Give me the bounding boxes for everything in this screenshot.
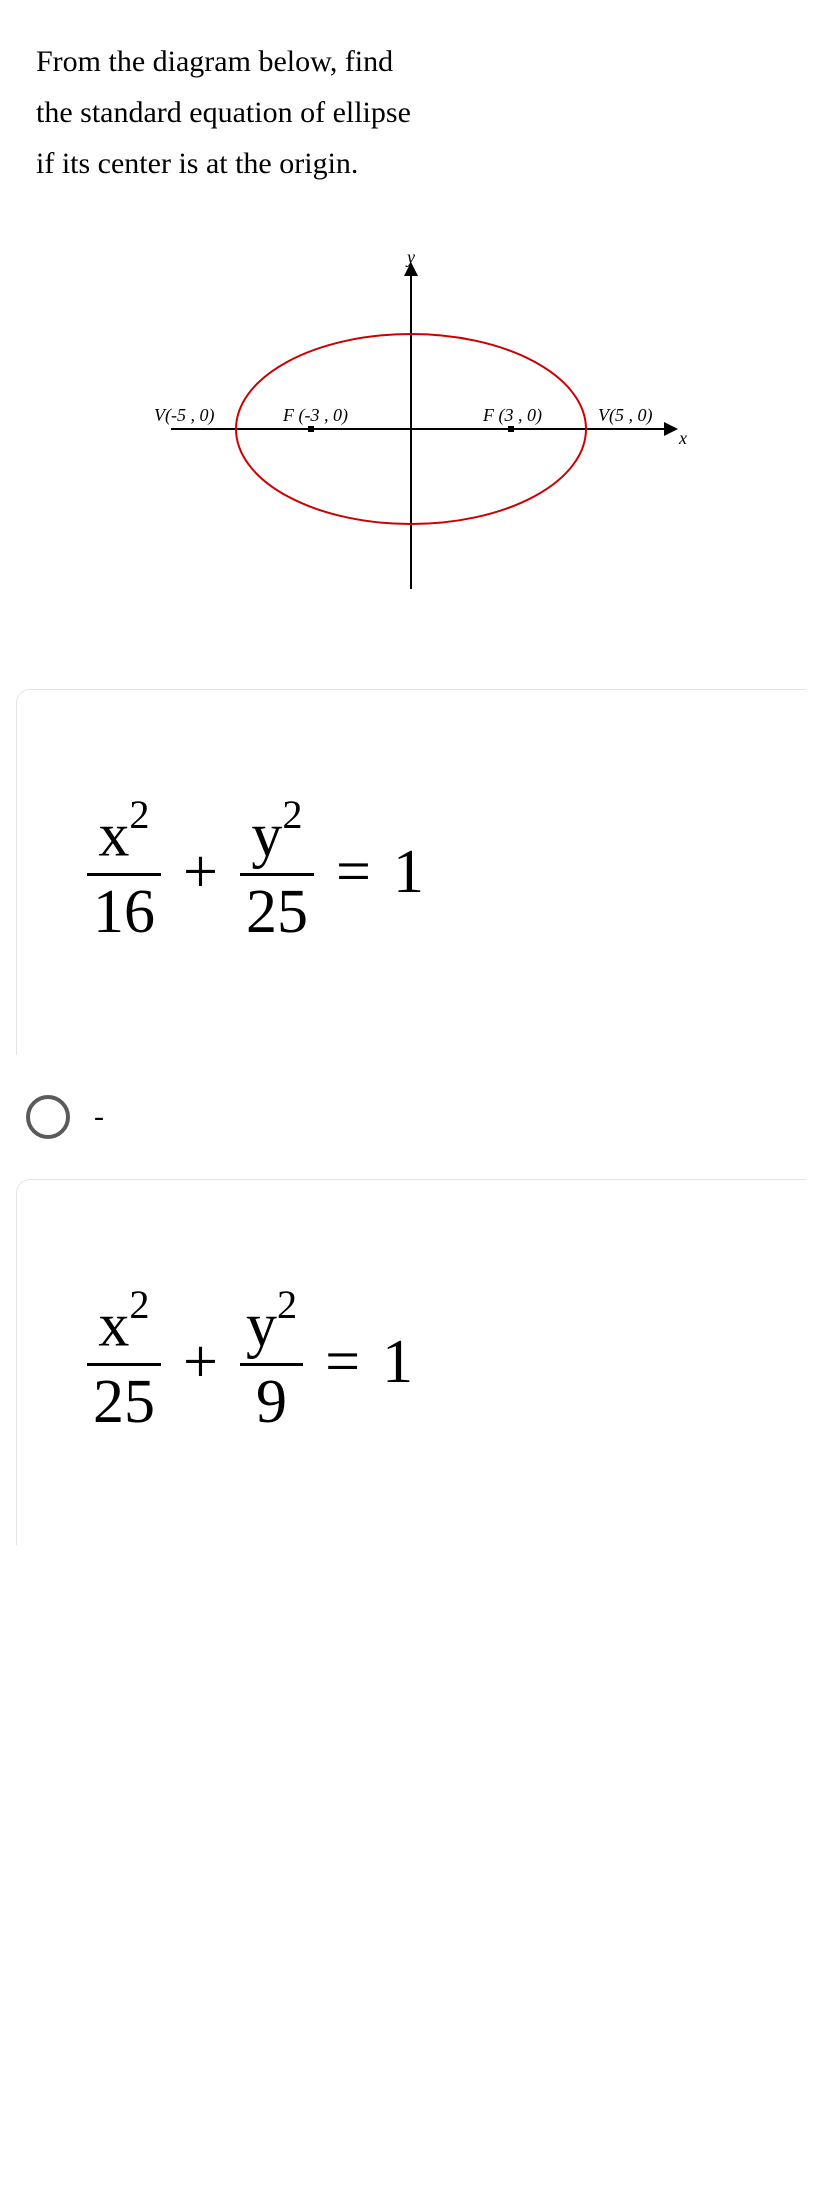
radio-label: -: [94, 1100, 104, 1134]
point-v-neg5: V(-5 , 0): [154, 405, 214, 426]
equals-b: =: [325, 1327, 360, 1398]
equation-b: x2 25 + y2 9 = 1: [87, 1290, 766, 1435]
equation-a: x2 16 + y2 25 = 1: [87, 800, 766, 945]
question-line-1: From the diagram below, find: [36, 36, 786, 87]
point-f-3: F (3 , 0): [482, 405, 542, 432]
ellipse-svg: x y V(-5 , 0) F (-3 , 0) F (3 , 0) V(5 ,…: [131, 249, 691, 609]
y-axis-label: y: [405, 249, 415, 267]
svg-text:F (3 , 0): F (3 , 0): [482, 405, 542, 426]
option-card-b[interactable]: x2 25 + y2 9 = 1: [16, 1179, 806, 1545]
radio-circle-icon[interactable]: [26, 1095, 70, 1139]
fraction-a1: x2 16: [87, 800, 161, 945]
point-v-5: V(5 , 0): [598, 405, 652, 426]
plus-a: +: [183, 837, 218, 908]
svg-text:V(-5 , 0): V(-5 , 0): [154, 405, 214, 426]
svg-text:F (-3 , 0): F (-3 , 0): [282, 405, 348, 426]
fraction-b1: x2 25: [87, 1290, 161, 1435]
rhs-b: 1: [382, 1327, 413, 1398]
radio-option-b[interactable]: -: [0, 1055, 822, 1179]
fraction-b2: y2 9: [240, 1290, 303, 1435]
question-block: From the diagram below, find the standar…: [0, 0, 822, 209]
svg-text:V(5 , 0): V(5 , 0): [598, 405, 652, 426]
plus-b: +: [183, 1327, 218, 1398]
x-axis-label: x: [678, 428, 687, 448]
fraction-a2: y2 25: [240, 800, 314, 945]
option-card-a[interactable]: x2 16 + y2 25 = 1: [16, 689, 806, 1055]
question-line-2: the standard equation of ellipse: [36, 87, 786, 138]
ellipse-diagram: x y V(-5 , 0) F (-3 , 0) F (3 , 0) V(5 ,…: [0, 209, 822, 689]
question-line-3: if its center is at the origin.: [36, 138, 786, 189]
equals-a: =: [336, 837, 371, 908]
point-f-neg3: F (-3 , 0): [282, 405, 348, 432]
rhs-a: 1: [393, 837, 424, 908]
